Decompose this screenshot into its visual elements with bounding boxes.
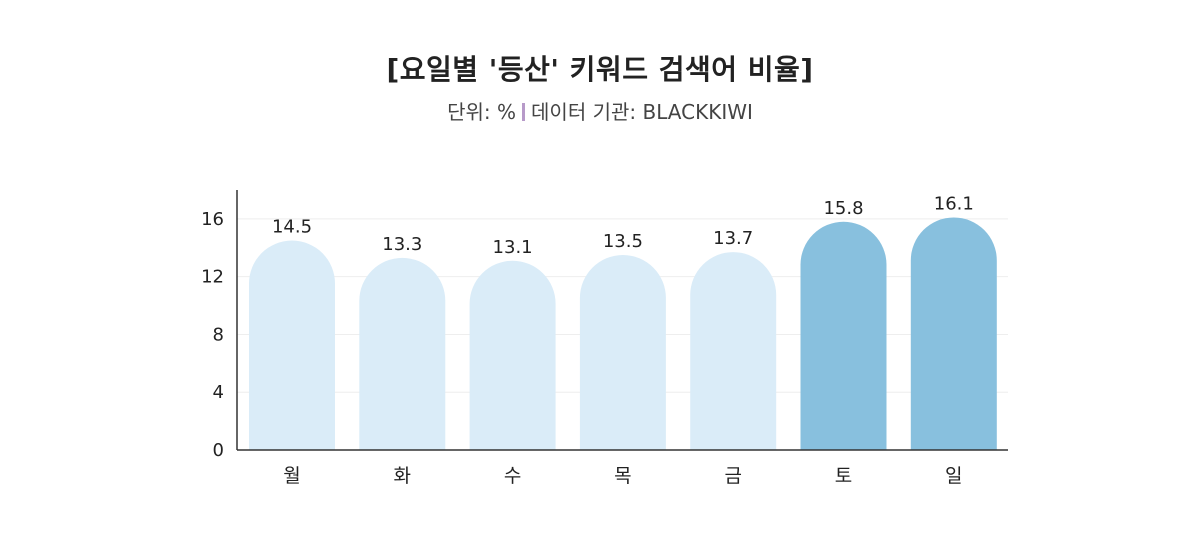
x-category-label: 토: [835, 465, 852, 487]
subtitle-separator: [522, 103, 526, 121]
bar-7: [910, 217, 997, 450]
x-category-label: 월: [283, 465, 300, 487]
axes: [236, 190, 1008, 451]
bar-2: [359, 257, 446, 450]
x-category-label: 수: [504, 465, 521, 487]
x-category-label: 금: [724, 465, 741, 487]
y-tick-label: 12: [201, 267, 224, 288]
subtitle-unit: 단위: %: [447, 100, 517, 124]
x-category-label: 화: [394, 465, 411, 487]
x-category-label: 일: [945, 465, 962, 487]
data-label: 13.1: [493, 237, 533, 258]
bars: [249, 217, 997, 450]
data-label: 15.8: [823, 198, 863, 219]
bar-5: [690, 252, 777, 450]
bar-4: [579, 255, 666, 450]
bar-6: [800, 221, 887, 450]
y-tick-label: 16: [201, 209, 224, 230]
y-tick-label: 8: [213, 324, 224, 345]
x-category-label: 목: [614, 465, 631, 487]
y-tick-label: 4: [213, 382, 224, 403]
chart-title: [요일별 '등산' 키워드 검색어 비율]: [386, 53, 814, 86]
data-label: 14.5: [272, 217, 312, 238]
y-tick-label: 0: [213, 440, 224, 461]
data-label: 16.1: [934, 193, 974, 214]
chart-subtitle: 단위: % 데이터 기관: BLACKKIWI: [0, 96, 1200, 125]
data-label: 13.3: [382, 234, 422, 255]
data-label: 13.7: [713, 228, 753, 249]
bar-3: [469, 260, 556, 450]
labels: 0 4 8 12 16 14.5 월 13.3 화 13.1 수 13.5 목 13.7 금 15.8 토 16.…: [201, 193, 974, 487]
bar-1: [249, 240, 335, 450]
subtitle-source: 데이터 기관: BLACKKIWI: [531, 100, 753, 124]
data-label: 13.5: [603, 231, 643, 252]
